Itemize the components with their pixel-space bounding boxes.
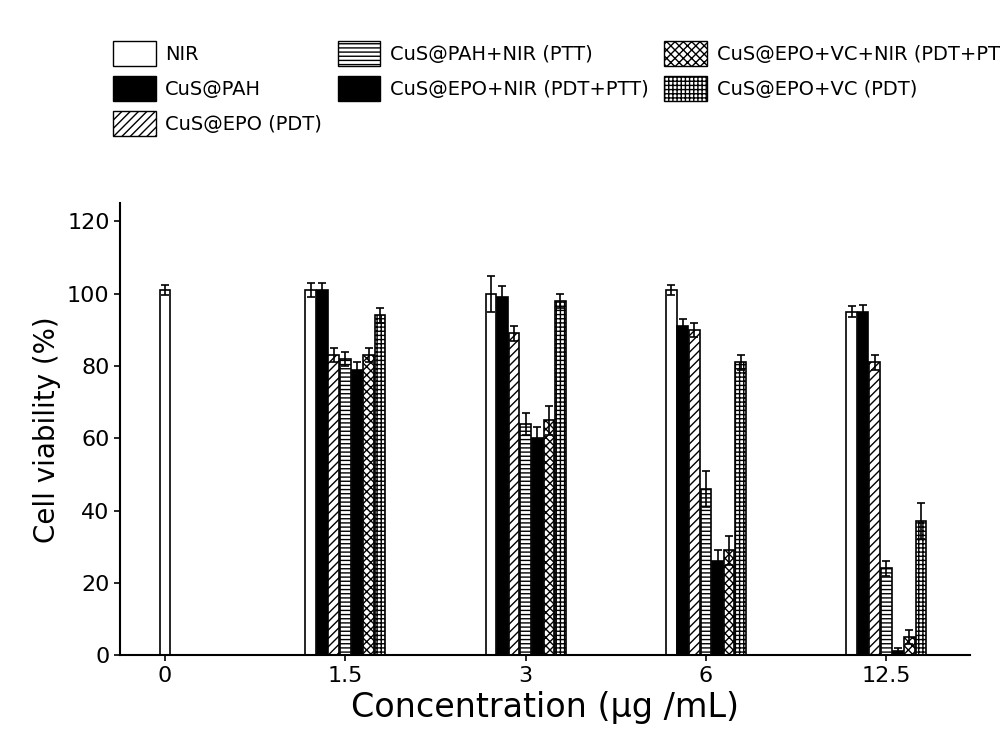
Bar xyxy=(677,326,688,655)
Bar xyxy=(328,355,339,655)
Bar xyxy=(375,316,385,655)
Bar xyxy=(893,651,903,655)
Bar xyxy=(846,312,857,655)
Bar xyxy=(520,424,531,655)
Bar xyxy=(881,569,892,655)
Bar xyxy=(532,438,543,655)
Bar xyxy=(666,290,677,655)
Bar xyxy=(317,290,328,655)
Bar xyxy=(352,370,362,655)
Bar xyxy=(363,355,374,655)
Bar xyxy=(340,358,351,655)
Bar xyxy=(916,521,926,655)
X-axis label: Concentration (μg /mL): Concentration (μg /mL) xyxy=(351,691,739,724)
Bar xyxy=(712,561,723,655)
Bar xyxy=(869,362,880,655)
Legend: NIR, CuS@PAH, CuS@EPO (PDT), CuS@PAH+NIR (PTT), CuS@EPO+NIR (PDT+PTT), CuS@EPO+V: NIR, CuS@PAH, CuS@EPO (PDT), CuS@PAH+NIR… xyxy=(113,41,1000,136)
Y-axis label: Cell viability (%): Cell viability (%) xyxy=(33,316,61,542)
Bar xyxy=(160,290,170,655)
Bar xyxy=(497,297,508,655)
Bar xyxy=(509,334,519,655)
Bar xyxy=(904,637,915,655)
Bar xyxy=(486,294,496,655)
Bar xyxy=(858,312,868,655)
Bar xyxy=(735,362,746,655)
Bar xyxy=(701,489,711,655)
Bar xyxy=(544,420,554,655)
Bar xyxy=(305,290,316,655)
Bar xyxy=(724,550,734,655)
Bar xyxy=(689,330,700,655)
Bar xyxy=(555,301,566,655)
